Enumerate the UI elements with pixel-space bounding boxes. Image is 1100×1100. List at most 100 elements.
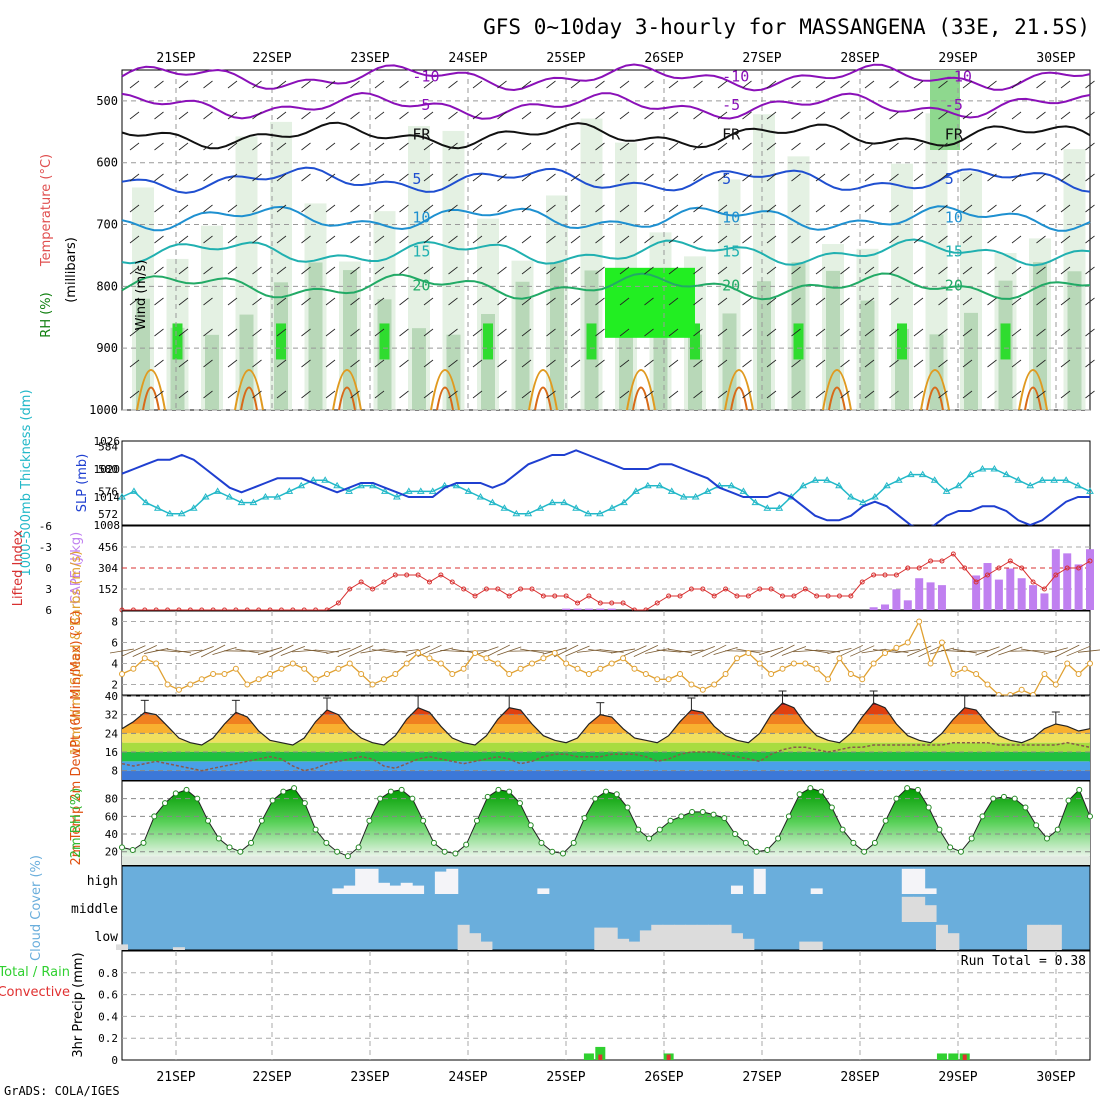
cloud-axis-label: Cloud Cover (%) bbox=[29, 855, 44, 961]
wind-barb bbox=[717, 297, 728, 306]
wind-barb bbox=[497, 328, 507, 337]
lifted-index-point bbox=[506, 593, 512, 599]
surface-wind-barb bbox=[1020, 648, 1046, 654]
wind-barb bbox=[521, 173, 532, 182]
lifted-index-point bbox=[1087, 558, 1093, 564]
wind-barb bbox=[570, 111, 581, 120]
wind-barb bbox=[668, 235, 679, 244]
wind-barb bbox=[301, 235, 311, 244]
wind-barb bbox=[227, 359, 238, 368]
wind-barb bbox=[350, 390, 360, 399]
thickness-point bbox=[560, 498, 569, 506]
cloud-bar-high bbox=[924, 888, 937, 894]
wind-barb bbox=[1036, 297, 1046, 306]
wind-barb bbox=[154, 266, 164, 275]
thickness-point bbox=[835, 481, 843, 489]
wind-barb bbox=[791, 266, 801, 275]
rh-point bbox=[420, 817, 427, 824]
thickness-point bbox=[142, 498, 150, 506]
li-tick-label: -3 bbox=[39, 541, 52, 554]
rh-shade-sat bbox=[483, 323, 493, 360]
wind-barb bbox=[889, 173, 899, 182]
lifted-index-point bbox=[1076, 565, 1082, 571]
wind-barb bbox=[154, 142, 164, 151]
rh-point bbox=[775, 835, 782, 842]
cape-bar bbox=[1086, 549, 1094, 610]
wind-barb bbox=[227, 111, 238, 120]
surface-wind-barb bbox=[428, 647, 453, 655]
wind-barb bbox=[815, 111, 826, 120]
rh-point bbox=[828, 804, 835, 811]
wind-barb bbox=[693, 173, 703, 182]
thickness-point bbox=[153, 504, 162, 511]
precip-total-label: Total / Rain bbox=[0, 965, 70, 980]
wind-barb bbox=[227, 142, 238, 151]
wind-barb bbox=[301, 359, 311, 368]
date-label-top: 22SEP bbox=[252, 51, 291, 66]
surface-wind-barb bbox=[337, 644, 362, 658]
rh-shade-mid bbox=[964, 312, 978, 410]
wind-barb bbox=[178, 359, 189, 368]
wind-barb bbox=[864, 204, 875, 213]
thickness-point bbox=[536, 504, 545, 511]
wind-barb bbox=[668, 204, 679, 213]
wind-speed-point bbox=[415, 650, 422, 656]
wind-barb bbox=[203, 142, 213, 151]
wind-barb bbox=[815, 204, 826, 213]
wind-barb bbox=[227, 173, 238, 182]
isotherm-label: 5 bbox=[722, 170, 731, 188]
rh-point bbox=[463, 841, 470, 848]
rh-point bbox=[925, 804, 932, 811]
surface-wind-barb bbox=[986, 644, 1012, 658]
isotherm-line bbox=[121, 91, 1091, 120]
wind-speed-point bbox=[187, 681, 194, 688]
wind-barb bbox=[129, 390, 140, 399]
wind-barb bbox=[1036, 390, 1046, 399]
rh-area bbox=[122, 788, 1090, 857]
wind-barb bbox=[325, 80, 336, 89]
wind-barb bbox=[791, 235, 801, 244]
surface-wind-barb bbox=[1066, 645, 1091, 657]
surface-wind-barb bbox=[1077, 649, 1100, 653]
rh-point bbox=[1065, 797, 1072, 804]
surface-wind-barb bbox=[929, 647, 955, 655]
wind-barb bbox=[987, 80, 997, 89]
wind-barb bbox=[668, 142, 679, 151]
wind-barb bbox=[178, 204, 189, 213]
wind-speed-point bbox=[654, 676, 661, 683]
wind-barb bbox=[889, 204, 899, 213]
wind-barb bbox=[423, 328, 434, 337]
wind-barb bbox=[570, 328, 581, 337]
rh-point bbox=[237, 848, 244, 855]
lifted-index-point bbox=[825, 593, 831, 599]
wind-barb bbox=[276, 204, 287, 213]
wind-speed-point bbox=[1052, 681, 1059, 688]
rh-shade-mid bbox=[757, 281, 771, 410]
surface-wind-barb bbox=[326, 648, 351, 654]
rh-point bbox=[269, 797, 276, 804]
cape-bar bbox=[596, 608, 605, 610]
lifted-index-point bbox=[472, 593, 478, 599]
wind-speed-point bbox=[540, 655, 547, 662]
wind-barb bbox=[374, 173, 385, 182]
wind-barb bbox=[913, 142, 924, 151]
wind-barb bbox=[374, 142, 385, 151]
wind-barb bbox=[448, 297, 458, 306]
rh-point bbox=[732, 831, 739, 838]
thickness-point bbox=[572, 504, 581, 511]
isotherm-warm-25 bbox=[430, 369, 460, 411]
wind-speed-point bbox=[1087, 660, 1093, 667]
rh-point bbox=[549, 848, 556, 855]
lifted-index-point bbox=[404, 572, 410, 578]
rh-point bbox=[742, 839, 749, 846]
thickness-point bbox=[894, 476, 903, 483]
surface-wind-barb bbox=[952, 648, 977, 654]
lifted-index-point bbox=[780, 593, 786, 599]
wind-barb bbox=[1085, 390, 1095, 399]
lifted-index-point bbox=[700, 586, 706, 592]
wind-speed-point bbox=[335, 665, 342, 672]
wind-barb bbox=[497, 297, 507, 306]
isotherm-line bbox=[121, 121, 1091, 150]
wind-barb bbox=[399, 173, 409, 182]
rh-point bbox=[119, 844, 125, 851]
